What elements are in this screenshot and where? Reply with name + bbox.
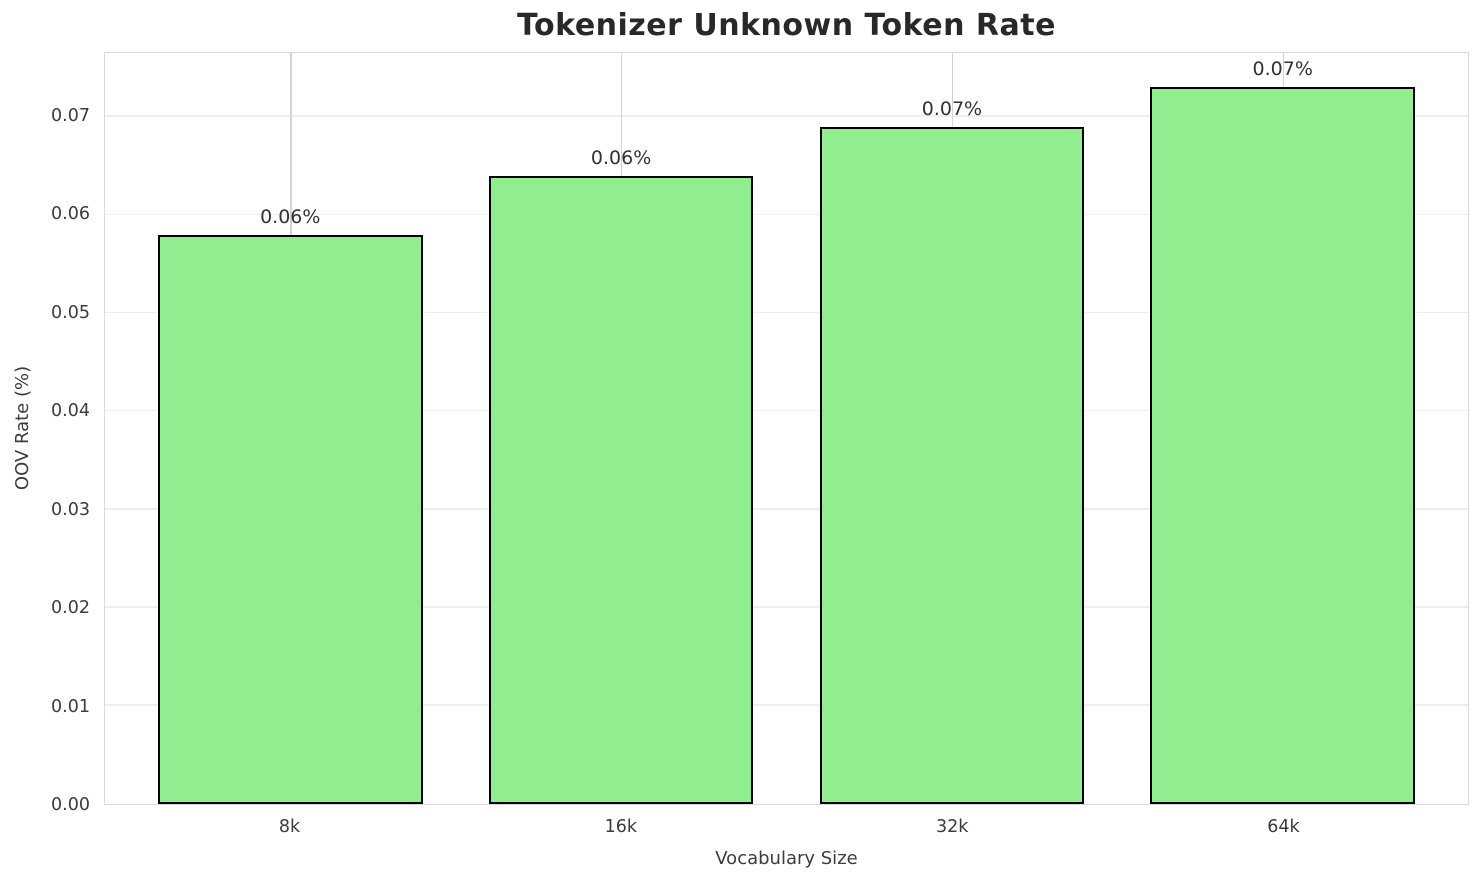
- horizontal-gridline: [105, 311, 1468, 314]
- y-tick-label: 0.07: [51, 105, 90, 126]
- y-tick-label: 0.02: [51, 598, 90, 619]
- y-tick-label: 0.06: [51, 204, 90, 225]
- bar-16k: [488, 175, 754, 804]
- horizontal-gridline: [105, 606, 1468, 608]
- bar-value-label: 0.06%: [260, 205, 321, 228]
- x-tick-label-16k: 16k: [604, 817, 638, 837]
- horizontal-gridline: [105, 704, 1468, 706]
- y-tick-label: 0.05: [51, 302, 90, 323]
- bar-value-label: 0.07%: [921, 97, 983, 120]
- bar-64k: [1150, 87, 1416, 804]
- bar-32k: [819, 126, 1085, 804]
- y-tick-label: 0.00: [51, 795, 90, 815]
- y-tick-label: 0.04: [51, 401, 90, 422]
- x-axis-label: Vocabulary Size: [715, 848, 858, 869]
- y-tick-label: 0.03: [51, 499, 90, 520]
- x-tick-label-64k: 64k: [1267, 817, 1300, 837]
- bar-8k: [157, 234, 423, 804]
- plot-area: 0.06% 0.06% 0.07% 0.07%: [104, 52, 1469, 805]
- horizontal-gridline: [105, 115, 1468, 117]
- bar-layer: 0.06% 0.06% 0.07% 0.07%: [105, 53, 1468, 804]
- x-tick-label-8k: 8k: [278, 817, 301, 837]
- y-tick-label: 0.01: [51, 696, 90, 717]
- bar-value-label: 0.06%: [590, 146, 652, 169]
- bar-value-label: 0.07%: [1252, 58, 1313, 81]
- horizontal-gridline: [105, 508, 1468, 510]
- x-tick-label-32k: 32k: [935, 817, 969, 837]
- chart-title: Tokenizer Unknown Token Rate: [517, 8, 1056, 43]
- y-axis-label: OOV Rate (%): [12, 365, 33, 491]
- horizontal-gridline: [105, 409, 1468, 412]
- horizontal-gridline: [105, 213, 1468, 215]
